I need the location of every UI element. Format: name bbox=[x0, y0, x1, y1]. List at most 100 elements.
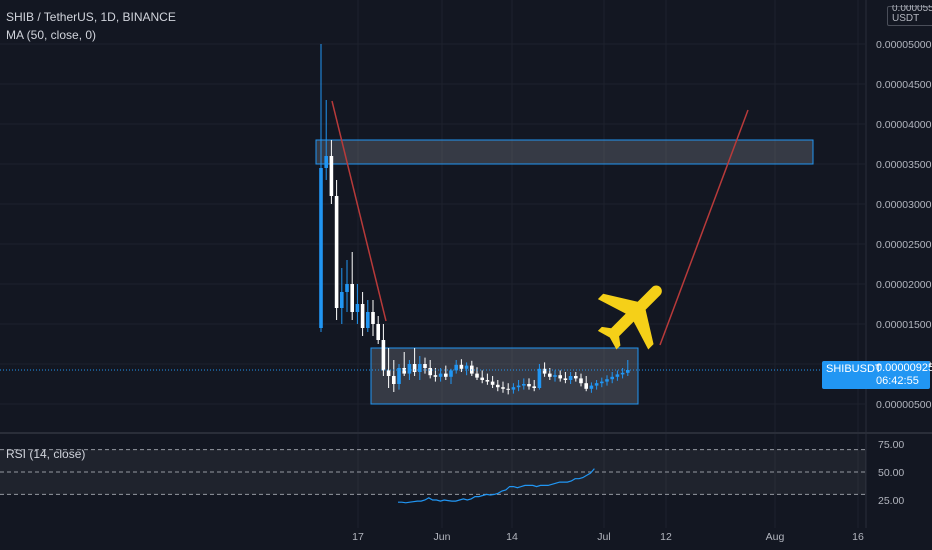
price-zone bbox=[370, 347, 639, 405]
price-tag: SHIBUSDT 0.00000925 06:42:55 bbox=[822, 361, 932, 389]
candle-body bbox=[532, 386, 536, 388]
price-tick-label: 0.00002500 bbox=[876, 239, 932, 251]
candle-body bbox=[397, 368, 401, 384]
time-axis[interactable]: 17 Jun 14 Jul 12 Aug 16 bbox=[0, 528, 932, 550]
time-tick-label: 14 bbox=[506, 531, 518, 543]
candle-body bbox=[589, 385, 594, 389]
rsi-line bbox=[398, 468, 595, 504]
candle-body bbox=[402, 368, 406, 374]
price-tick-label: 0.00001500 bbox=[876, 319, 932, 331]
candle-body bbox=[464, 365, 469, 369]
candle-body bbox=[584, 383, 588, 389]
candle-body bbox=[412, 364, 417, 372]
candles bbox=[319, 44, 630, 395]
candle-body bbox=[548, 373, 552, 377]
candle-body bbox=[574, 376, 578, 379]
candle-body bbox=[501, 387, 505, 389]
rsi-legend[interactable]: RSI (14, close) bbox=[6, 447, 86, 461]
candle-body bbox=[511, 387, 516, 390]
candle-body bbox=[392, 376, 396, 384]
candle-body bbox=[600, 381, 604, 384]
price-axis[interactable]: 0.000005000.000010000.000015000.00002000… bbox=[876, 39, 932, 411]
candle-body bbox=[454, 364, 458, 371]
candle-body bbox=[449, 370, 453, 377]
time-tick-label: 17 bbox=[352, 531, 364, 543]
price-tick-label: 0.00003000 bbox=[876, 199, 932, 211]
candle-body bbox=[350, 284, 354, 312]
airplane-icon bbox=[597, 285, 662, 350]
candle-body bbox=[568, 376, 573, 380]
top-price-label: 0.00005500 bbox=[892, 5, 932, 13]
candle-body bbox=[360, 304, 365, 328]
candle-body bbox=[579, 378, 583, 384]
candle-body bbox=[381, 340, 386, 371]
candle-body bbox=[527, 384, 531, 387]
time-tick-label: 16 bbox=[852, 531, 864, 543]
price-zones bbox=[315, 139, 814, 405]
rsi-tick-label: 25.00 bbox=[878, 495, 904, 507]
candle-body bbox=[558, 375, 562, 379]
time-tick-label: 12 bbox=[660, 531, 672, 543]
candle-body bbox=[522, 384, 526, 386]
candle-body bbox=[355, 304, 360, 312]
price-tag-symbol: SHIBUSDT bbox=[826, 363, 882, 375]
candle-body bbox=[459, 364, 464, 369]
grid bbox=[0, 0, 932, 528]
candle-body bbox=[563, 378, 568, 380]
candle-body bbox=[329, 156, 334, 196]
candle-body bbox=[418, 364, 422, 372]
candle-body bbox=[319, 168, 323, 328]
candle-body bbox=[620, 372, 625, 375]
candle-body bbox=[324, 156, 328, 168]
rsi-tick-label: 75.00 bbox=[878, 439, 904, 451]
price-tick-label: 0.00002000 bbox=[876, 279, 932, 291]
candle-body bbox=[433, 375, 438, 377]
price-tick-label: 0.00003500 bbox=[876, 159, 932, 171]
candle-body bbox=[516, 385, 521, 388]
trend-line bbox=[331, 100, 387, 322]
rsi-tick-label: 50.00 bbox=[878, 467, 904, 479]
currency-text: USDT bbox=[892, 13, 920, 24]
candle-body bbox=[553, 375, 557, 377]
candle-body bbox=[480, 377, 484, 380]
candle-body bbox=[444, 373, 448, 377]
candle-body bbox=[594, 383, 599, 386]
symbol-legend[interactable]: SHIB / TetherUS, 1D, BINANCE bbox=[6, 10, 176, 24]
candle-body bbox=[386, 370, 391, 376]
price-tag-countdown: 06:42:55 bbox=[876, 375, 919, 387]
candle-body bbox=[615, 374, 620, 377]
time-tick-label: Jun bbox=[434, 531, 451, 543]
rsi-pane: 25.00 50.00 75.00 bbox=[0, 439, 904, 507]
trend-line bbox=[659, 109, 749, 346]
candle-body bbox=[376, 324, 380, 340]
time-axis-bg bbox=[0, 528, 932, 550]
candle-body bbox=[506, 388, 510, 390]
candle-body bbox=[438, 373, 443, 377]
candle-body bbox=[423, 364, 427, 368]
price-tick-label: 0.00004500 bbox=[876, 79, 932, 91]
candle-body bbox=[626, 370, 630, 373]
candle-body bbox=[542, 368, 547, 374]
price-tick-label: 0.00004000 bbox=[876, 119, 932, 131]
candle-body bbox=[496, 384, 500, 388]
candle-body bbox=[407, 364, 412, 374]
candle-body bbox=[610, 376, 614, 380]
trend-lines bbox=[331, 100, 749, 346]
candle-body bbox=[345, 284, 349, 292]
candle-body bbox=[371, 312, 375, 324]
currency-label[interactable]: 0.00005500 USDT bbox=[887, 5, 932, 26]
price-tick-label: 0.00000500 bbox=[876, 399, 932, 411]
candle-body bbox=[334, 196, 339, 308]
candle-body bbox=[366, 312, 370, 328]
price-zone bbox=[315, 139, 814, 165]
ma-legend[interactable]: MA (50, close, 0) bbox=[6, 28, 97, 42]
time-tick-label: Jul bbox=[597, 531, 610, 543]
price-tag-price: 0.00000925 bbox=[876, 362, 932, 374]
candle-body bbox=[485, 380, 490, 382]
candle-body bbox=[490, 381, 495, 385]
candle-body bbox=[340, 292, 344, 308]
candle-body bbox=[475, 373, 479, 378]
candle-body bbox=[537, 368, 542, 388]
price-tick-label: 0.00005000 bbox=[876, 39, 932, 51]
